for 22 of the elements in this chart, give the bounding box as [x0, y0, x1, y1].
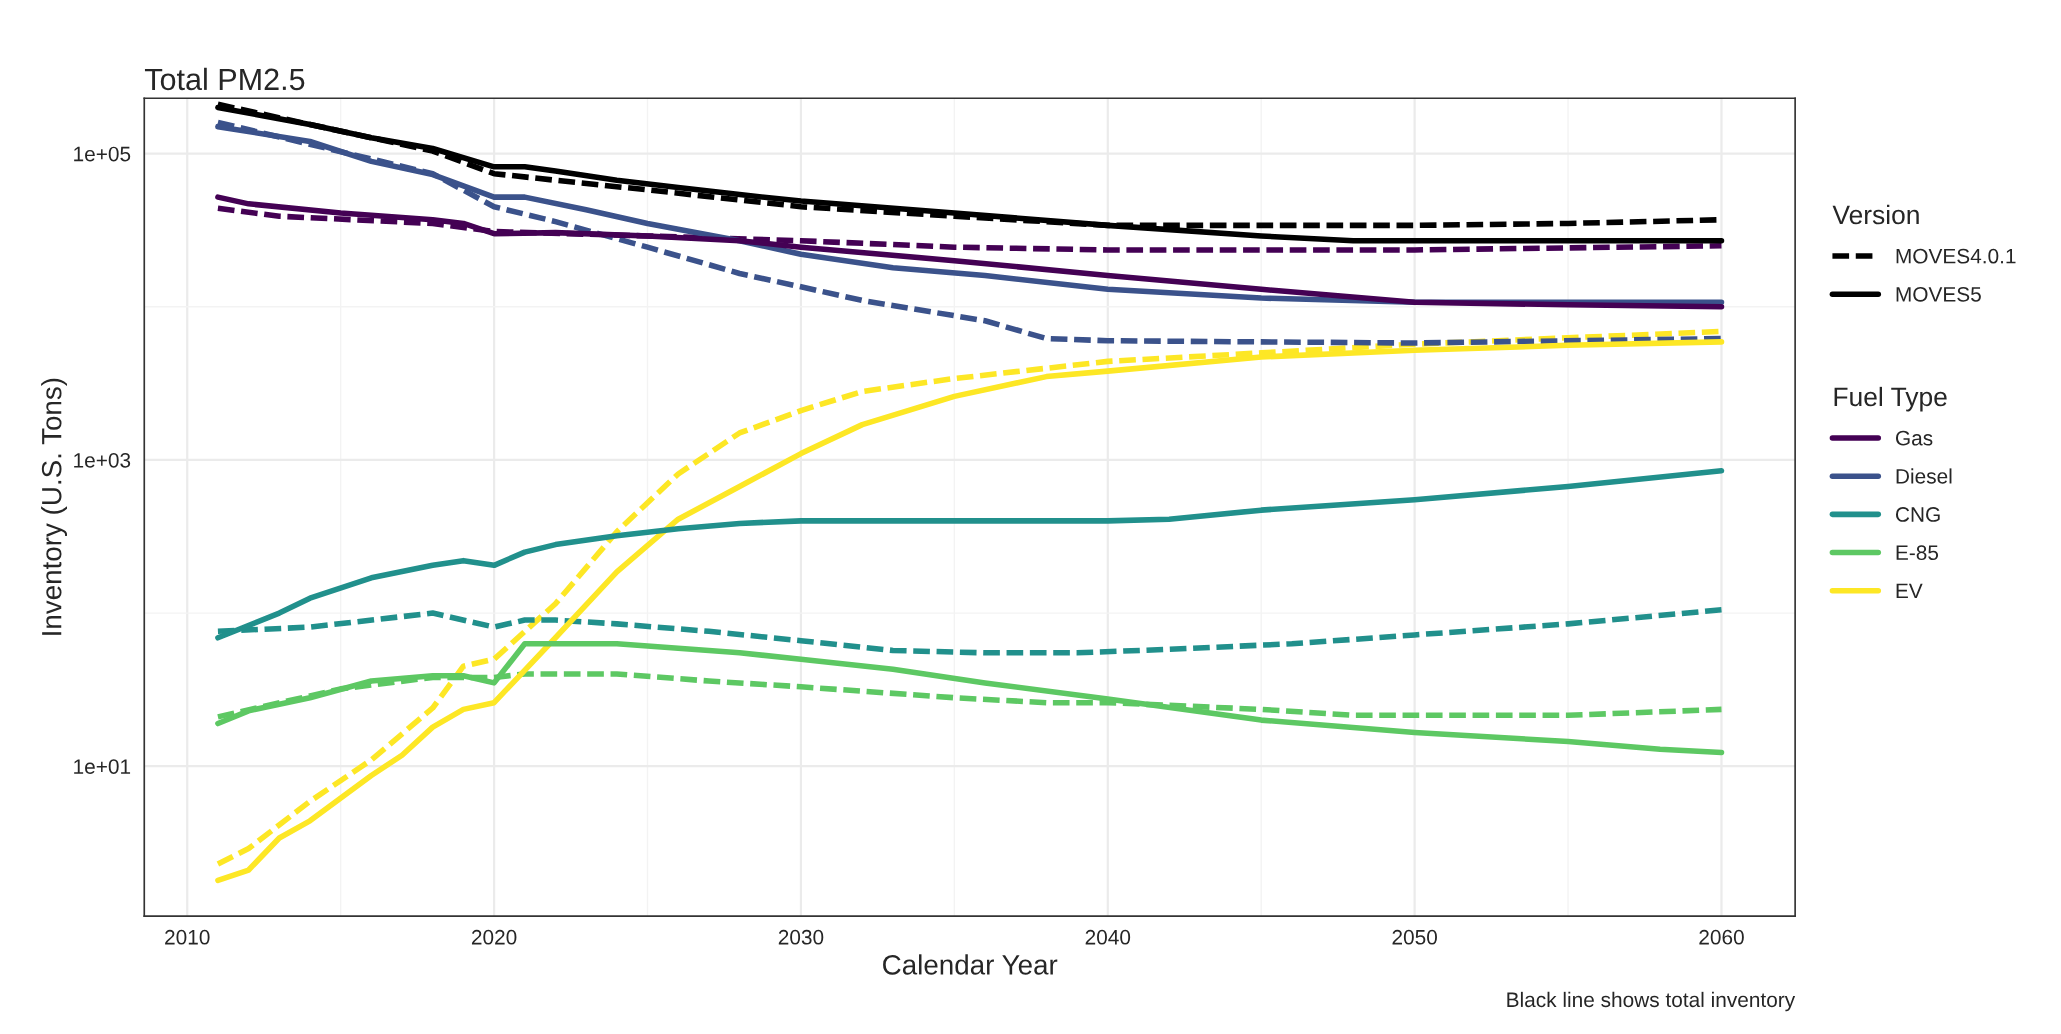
- legend-label: MOVES5: [1896, 286, 1981, 302]
- x-tick-label: 2040: [1085, 929, 1131, 945]
- y-tick-label: 1e+05: [74, 146, 131, 162]
- y-tick-label: 1e+01: [74, 759, 131, 774]
- x-axis-title: Calendar Year: [883, 954, 1058, 975]
- chart-title: Total PM2.5: [144, 67, 305, 91]
- text: Fuel Type: [1834, 386, 1947, 412]
- text: Black line shows total inventory: [1507, 991, 1796, 1012]
- x-tick-label: 2030: [778, 929, 824, 945]
- y-tick-label: 1e+03: [74, 452, 131, 468]
- legend-label: MOVES4.0.1: [1896, 248, 2016, 264]
- legend-label: Gas: [1895, 430, 1933, 446]
- x-tick-label: 2060: [1699, 929, 1744, 945]
- x-tick-label: 2020: [471, 929, 517, 945]
- legend-label: EV: [1896, 583, 1923, 598]
- legend-label: E-85: [1896, 545, 1939, 561]
- y-axis-title: Inventory (U.S. Tons): [41, 378, 68, 635]
- x-tick-label: 2010: [165, 929, 210, 945]
- x-tick-label: 2050: [1392, 929, 1437, 945]
- text: Version: [1832, 204, 1919, 225]
- legend-label: CNG: [1895, 507, 1940, 522]
- legend-label: Diesel: [1896, 468, 1952, 484]
